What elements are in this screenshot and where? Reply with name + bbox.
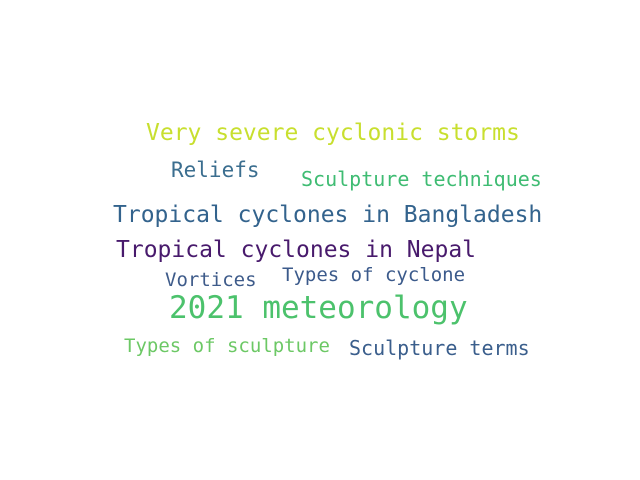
word-types-of-cyclone: Types of cyclone (282, 264, 466, 286)
word-tropical-cyclones-in-bangladesh: Tropical cyclones in Bangladesh (113, 202, 543, 228)
word-vortices: Vortices (165, 269, 257, 291)
word-2021-meteorology: 2021 meteorology (169, 290, 468, 326)
word-very-severe-cyclonic-storms: Very severe cyclonic storms (146, 120, 520, 146)
word-types-of-sculpture: Types of sculpture (124, 335, 330, 357)
word-reliefs: Reliefs (171, 158, 260, 182)
word-sculpture-techniques: Sculpture techniques (301, 167, 542, 191)
word-sculpture-terms: Sculpture terms (349, 336, 530, 360)
word-tropical-cyclones-in-nepal: Tropical cyclones in Nepal (116, 237, 477, 263)
